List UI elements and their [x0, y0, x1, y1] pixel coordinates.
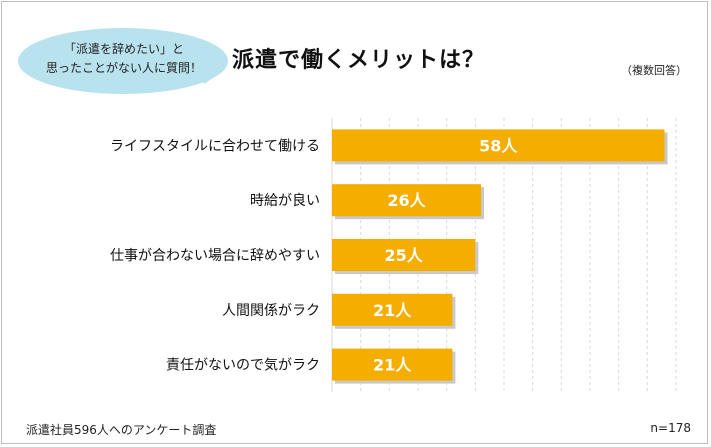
category-label: 仕事が合わない場合に辞めやすい	[110, 248, 320, 264]
speech-bubble	[18, 28, 228, 94]
bar	[332, 184, 482, 217]
speech-bubble-text: 「派遣を辞めたい」と 思ったことがない人に質問！	[26, 40, 222, 78]
survey-source: 派遣社員596人へのアンケート調査	[26, 423, 217, 437]
category-label: ライフスタイルに合わせて働ける	[110, 138, 320, 154]
sample-size: n=178	[650, 421, 691, 435]
multiple-answer-note: （複数回答）	[621, 64, 687, 77]
category-label: 時給が良い	[250, 193, 320, 209]
bar-value-label: 25人	[385, 246, 424, 265]
bar-value-label: 58人	[479, 136, 518, 155]
bar	[332, 239, 476, 271]
category-label: 人間関係がラク	[222, 303, 320, 319]
bar	[332, 129, 665, 162]
bar	[332, 293, 453, 326]
bar	[332, 348, 453, 381]
bar-value-label: 21人	[373, 301, 412, 320]
category-label: 責任がないので気がラク	[166, 358, 320, 374]
chart-title: 派遣で働くメリットは？	[232, 48, 486, 73]
bar-value-label: 26人	[387, 191, 426, 210]
bubble-line-2: 思ったことがない人に質問！	[45, 61, 202, 75]
bar-value-label: 21人	[373, 356, 412, 375]
bubble-line-1: 「派遣を辞めたい」と	[63, 42, 184, 56]
